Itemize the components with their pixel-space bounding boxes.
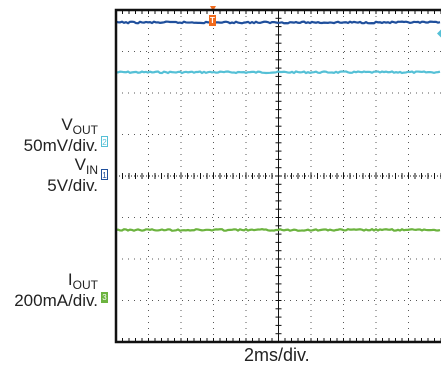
iout-label: IOUT [68,271,98,294]
trigger-marker: T [209,15,216,26]
screen-frame [114,8,441,344]
vin-label: VIN [75,156,98,179]
iout-scale-label: 200mA/div. [14,291,98,310]
ch1-marker: 1 [101,169,108,180]
trigger-arrow-icon [210,6,216,11]
vout-label: VOUT [61,116,98,139]
vin-scale-label: 5V/div. [47,176,98,195]
trace-vout [115,70,441,75]
iout-name: IOUT [67,270,98,293]
trace-iout [115,227,441,232]
vin-name: VIN [74,155,98,178]
trace-marker-icon [437,29,441,38]
vout-name: VOUT [61,115,98,138]
vout-scale-label: 50mV/div. [23,136,98,155]
trace-vin [115,20,441,25]
ch3-marker: 3 [101,292,108,303]
timebase-label: 2ms/div. [244,345,310,365]
ch2-marker: 2 [101,136,108,147]
